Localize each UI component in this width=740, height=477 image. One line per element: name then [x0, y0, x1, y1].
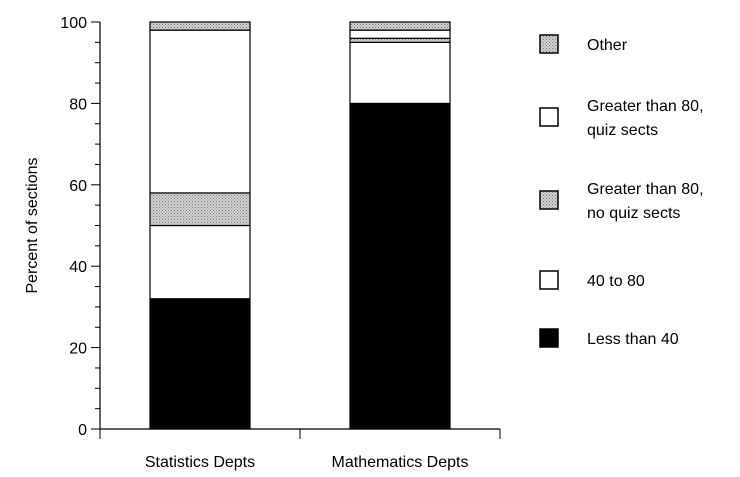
legend: Other Greater than 80, quiz sects Greater t… [539, 34, 704, 348]
y-tick-label: 0 [78, 422, 87, 439]
legend-swatch [539, 34, 559, 54]
bar-segment [349, 41, 451, 104]
bar-segment [349, 37, 451, 43]
x-tick-label: Statistics Depts [145, 454, 255, 471]
bar-segment [149, 192, 251, 227]
legend-label: Less than 40 [587, 331, 679, 348]
legend-swatch [539, 107, 559, 127]
legend-label: no quiz sects [587, 205, 680, 222]
bar-segment [149, 224, 251, 300]
y-tick-label: 80 [69, 96, 87, 113]
plot-area: 0 20 40 60 80 100 Statistics Depts Mathematics … [24, 15, 501, 471]
y-tick-label: 20 [69, 341, 87, 358]
bar-segment [349, 102, 451, 430]
legend-swatch [539, 190, 559, 210]
y-tick-label: 40 [69, 259, 87, 276]
y-axis-title: Percent of sections [24, 157, 41, 293]
y-tick-label: 60 [69, 178, 87, 195]
x-tick-label: Mathematics Depts [332, 454, 469, 471]
legend-swatch [539, 328, 559, 348]
legend-label: 40 to 80 [587, 273, 645, 290]
bar-segment [149, 298, 251, 430]
bar-segment [349, 21, 451, 31]
y-tick-label: 100 [60, 15, 87, 32]
legend-label: Greater than 80, [587, 181, 704, 198]
legend-label: Greater than 80, [587, 98, 704, 115]
bar-segment [149, 21, 251, 31]
bar-segment [149, 29, 251, 194]
legend-swatch [539, 270, 559, 290]
bar-segment [349, 29, 451, 39]
legend-label: quiz sects [587, 122, 658, 139]
legend-label: Other [587, 37, 628, 54]
